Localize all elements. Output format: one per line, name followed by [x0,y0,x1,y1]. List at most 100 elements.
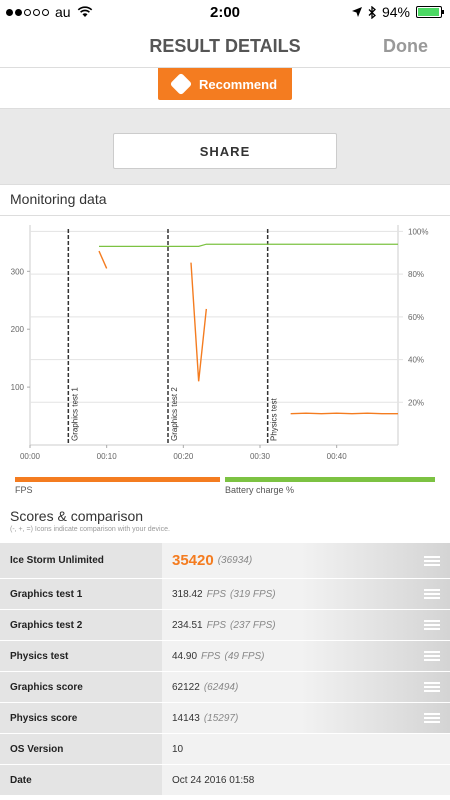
score-reference: (49 FPS) [224,650,265,662]
score-value: 318.42 FPS (319 FPS) [172,579,276,609]
score-value: 234.51 FPS (237 FPS) [172,610,276,640]
status-time: 2:00 [209,4,241,21]
score-label: Graphics test 2 [0,610,162,640]
score-main-value: 62122 [172,681,200,693]
page-title: RESULT DETAILS [149,36,301,56]
signal-dot [15,8,22,16]
score-main-value: 234.51 [172,619,203,631]
test-marker-label: Graphics test 1 [70,387,79,441]
score-row[interactable]: Graphics test 2 234.51 FPS (237 FPS) [0,609,450,640]
recommend-area: Recommend [0,68,450,108]
y-right-tick-label: 20% [408,398,424,407]
status-left: au [6,4,93,20]
fps-legend-label: FPS [15,485,33,495]
share-button[interactable]: SHARE [113,133,337,169]
done-button[interactable]: Done [383,36,428,56]
score-label: Physics score [0,703,162,733]
recommend-label: Recommend [198,76,278,92]
monitoring-title: Monitoring data [10,191,107,207]
fps-legend-bar [15,477,220,482]
y-right-tick-label: 40% [408,356,424,365]
expand-icon[interactable] [424,713,440,723]
score-unit: FPS [206,619,227,631]
monitoring-chart: 100% 80% 60% 40% 20% 300 200 100 00:00 00:10 00:20… [11,225,428,461]
score-label: OS Version [0,734,162,764]
scores-title: Scores & comparison [10,508,144,524]
score-value: 62122 (62494) [172,672,238,702]
score-reference: (237 FPS) [230,619,276,631]
signal-strength-icon [6,8,49,16]
score-label: Date [0,765,162,795]
score-row: OS Version 10 [0,733,450,764]
signal-dot [33,8,40,16]
score-value: 10 [172,734,183,764]
y-left-tick-label: 300 [11,267,25,276]
x-tick-label: 00:00 [20,452,41,461]
status-bar: au 2:00 94% [0,0,450,26]
score-row[interactable]: Ice Storm Unlimited 35420 (36934) [0,542,450,578]
y-right-tick-label: 60% [408,313,424,322]
score-label: Ice Storm Unlimited [0,543,162,578]
score-row[interactable]: Physics test 44.90 FPS (49 FPS) [0,640,450,671]
score-main-value: 35420 [172,552,214,569]
fps-series-line [290,412,398,415]
score-value: 44.90 FPS (49 FPS) [172,641,265,671]
bluetooth-icon [368,5,376,19]
battery-icon [416,6,444,18]
score-main-value: Oct 24 2016 01:58 [172,774,255,786]
x-tick-label: 00:10 [97,452,118,461]
score-label: Graphics score [0,672,162,702]
expand-icon[interactable] [424,555,440,566]
x-tick-label: 00:40 [327,452,348,461]
recommend-button[interactable]: Recommend [158,68,292,100]
score-value: Oct 24 2016 01:58 [172,765,254,795]
score-reference: (319 FPS) [230,588,276,600]
share-section: SHARE [0,108,450,184]
status-right: 94% [351,4,444,20]
battery-percent: 94% [381,4,410,20]
score-main-value: 10 [172,743,184,755]
scores-subtitle: (-, +, =) Icons indicate comparison with… [10,526,170,533]
expand-icon[interactable] [424,620,440,630]
expand-icon[interactable] [424,589,440,599]
score-reference: (62494) [203,681,239,693]
score-row[interactable]: Graphics test 1 318.42 FPS (319 FPS) [0,578,450,609]
heart-icon [169,72,193,96]
score-unit: FPS [201,650,221,662]
score-main-value: 44.90 [172,650,198,662]
carrier-label: au [55,4,71,20]
y-left-tick-label: 200 [11,325,25,334]
expand-icon[interactable] [424,682,440,692]
signal-dot [6,8,13,16]
test-marker-label: Graphics test 2 [170,387,179,441]
signal-dot [42,8,49,16]
y-left-tick-label: 100 [11,383,25,392]
score-row[interactable]: Physics score 14143 (15297) [0,702,450,733]
battery-legend-bar [225,477,435,482]
wifi-icon [77,6,92,17]
score-row: Date Oct 24 2016 01:58 [0,764,450,795]
location-arrow-icon [351,7,362,17]
score-reference: (15297) [203,712,239,724]
x-tick-label: 00:20 [173,452,194,461]
y-right-tick-label: 80% [408,270,424,279]
battery-series-line [99,243,398,247]
x-tick-label: 00:30 [250,452,271,461]
navigation-bar: RESULT DETAILS Done [0,26,450,68]
expand-icon[interactable] [424,651,440,661]
signal-dot [24,8,31,16]
scores-header: Scores & comparison (-, +, =) Icons indi… [0,500,450,542]
y-right-tick-label: 100% [408,227,428,236]
monitoring-card: Monitoring data 100% 80% 60% 40% 20% 300 200 10… [0,184,450,500]
battery-fill [418,8,439,16]
score-label: Physics test [0,641,162,671]
fps-series-line [190,262,208,382]
score-table: Ice Storm Unlimited 35420 (36934) Graphics … [0,542,450,795]
score-value: 14143 (15297) [172,703,238,733]
score-unit: FPS [206,588,227,600]
score-main-value: 14143 [172,712,200,724]
score-main-value: 318.42 [172,588,203,600]
score-value: 35420 (36934) [172,543,252,578]
fps-series-line [98,250,108,269]
score-row[interactable]: Graphics score 62122 (62494) [0,671,450,702]
